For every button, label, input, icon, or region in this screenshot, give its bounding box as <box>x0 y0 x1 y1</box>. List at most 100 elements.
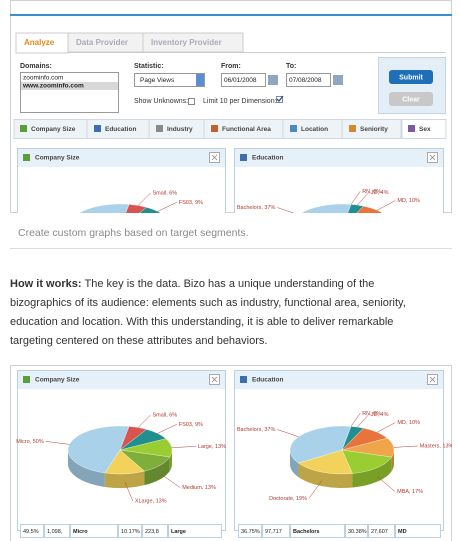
dimension-tab: Sex <box>419 126 431 133</box>
selection <box>21 82 118 90</box>
leader-line <box>160 473 181 488</box>
table-cell <box>262 524 290 538</box>
pie-slice <box>341 449 392 474</box>
leader-line <box>376 475 396 492</box>
table-cell <box>44 524 70 538</box>
caption: Create custom graphs based on target seg… <box>18 227 249 239</box>
panel-title: Company Size <box>35 155 80 162</box>
slice-label: Large, 13% <box>198 444 226 450</box>
date-input[interactable] <box>286 73 331 87</box>
slice-label: Medium, 13% <box>182 263 216 269</box>
leader-line <box>277 207 295 213</box>
pie-slice <box>342 216 394 235</box>
tab-icon <box>156 125 163 132</box>
table-text: 49.5% <box>23 529 39 535</box>
dimension-tab: Functional Area <box>222 126 271 133</box>
calendar-icon[interactable] <box>268 75 278 85</box>
pie-side <box>391 450 394 472</box>
slice-label: MD, 10% <box>397 420 420 426</box>
leader-line <box>377 254 395 269</box>
leader-line <box>160 252 180 266</box>
pie-side <box>144 235 169 263</box>
slice-label: Small, 6% <box>152 191 177 197</box>
panel-title: Education <box>252 377 283 384</box>
leader-line <box>308 480 323 499</box>
slice-label: FS03, 9% <box>179 422 203 428</box>
label: Limit 10 per Dimension: <box>203 98 277 105</box>
calendar-icon[interactable] <box>333 75 343 85</box>
pie-slice <box>356 205 383 213</box>
table-cell <box>238 524 262 538</box>
slice-label: JD, 4% <box>371 190 389 196</box>
table-text: MD <box>398 529 407 535</box>
domain-option: zoominfo.com <box>23 75 63 82</box>
table-text: 30.38% <box>348 529 367 535</box>
domains-list[interactable] <box>20 72 119 113</box>
label: To: <box>286 63 296 70</box>
leader-line <box>277 429 299 438</box>
active-dimension <box>401 119 447 139</box>
slice-label: JD, 4% <box>371 412 389 418</box>
table-cell <box>290 524 345 538</box>
slice-label: FS03, 9% <box>179 200 203 206</box>
paragraph-line: targeting centered on these attributes a… <box>10 335 267 347</box>
pie-side <box>104 471 145 489</box>
table-text: Micro <box>73 529 88 535</box>
leader-line <box>376 422 396 433</box>
slice-label: MD, 10% <box>397 198 420 204</box>
pie-slice <box>289 425 352 464</box>
table-cell <box>345 524 368 538</box>
dimension-tab: Industry <box>167 126 193 133</box>
pie-side <box>290 450 299 478</box>
slice-label: Small, 6% <box>152 413 177 419</box>
pie-slice <box>139 207 161 213</box>
button-label: Clear <box>402 96 420 103</box>
tab-icon <box>290 125 297 132</box>
checkmark <box>276 95 284 102</box>
dimension-tab: Company Size <box>31 126 76 133</box>
slice-label: Masters, 13% <box>420 443 454 449</box>
panel-title: Company Size <box>35 377 80 384</box>
pie-side <box>352 235 391 265</box>
date-input[interactable] <box>221 73 266 87</box>
panel-icon <box>23 376 30 383</box>
submit-button[interactable] <box>389 70 433 84</box>
close-icon <box>211 376 218 383</box>
panel-icon <box>240 376 247 383</box>
pie-slice <box>67 425 130 474</box>
tab-label: Data Provider <box>76 38 128 47</box>
leader-line <box>45 441 70 445</box>
paragraph-line: bizographics of its audience: elements s… <box>10 297 406 309</box>
dimension-tab: Education <box>105 126 136 133</box>
dimension-tab: Seniority <box>360 126 388 133</box>
leader-line <box>309 259 322 277</box>
button-label: Submit <box>399 74 423 81</box>
slice-label: Bachelors, 37% <box>237 427 276 433</box>
panel-header <box>18 371 225 389</box>
leader-line <box>137 414 151 428</box>
slice-label: MBA, 17% <box>397 489 423 495</box>
pie-slice <box>301 203 352 213</box>
slice-label: Micro, 50% <box>16 217 44 223</box>
label: From: <box>221 63 241 70</box>
leader-line <box>157 424 177 434</box>
pie-side <box>352 457 392 488</box>
tab-icon <box>349 125 356 132</box>
leader-line <box>376 200 396 211</box>
leader-line <box>393 445 418 448</box>
label: Statistic: <box>134 63 164 70</box>
panel-icon <box>240 154 247 161</box>
label: Show Unknowns: <box>134 98 188 105</box>
slice-label: Micro, 50% <box>16 439 44 445</box>
pie-side <box>105 249 145 266</box>
tab-icon <box>408 125 415 132</box>
slice-label: MBA, 17% <box>397 267 423 273</box>
tab-icon <box>211 125 218 132</box>
clear-button[interactable] <box>389 92 433 106</box>
select[interactable] <box>134 73 205 87</box>
table-text: 27,607 <box>371 529 388 535</box>
table-cell <box>20 524 44 538</box>
leader-line <box>124 482 134 502</box>
checkbox[interactable] <box>188 98 195 105</box>
